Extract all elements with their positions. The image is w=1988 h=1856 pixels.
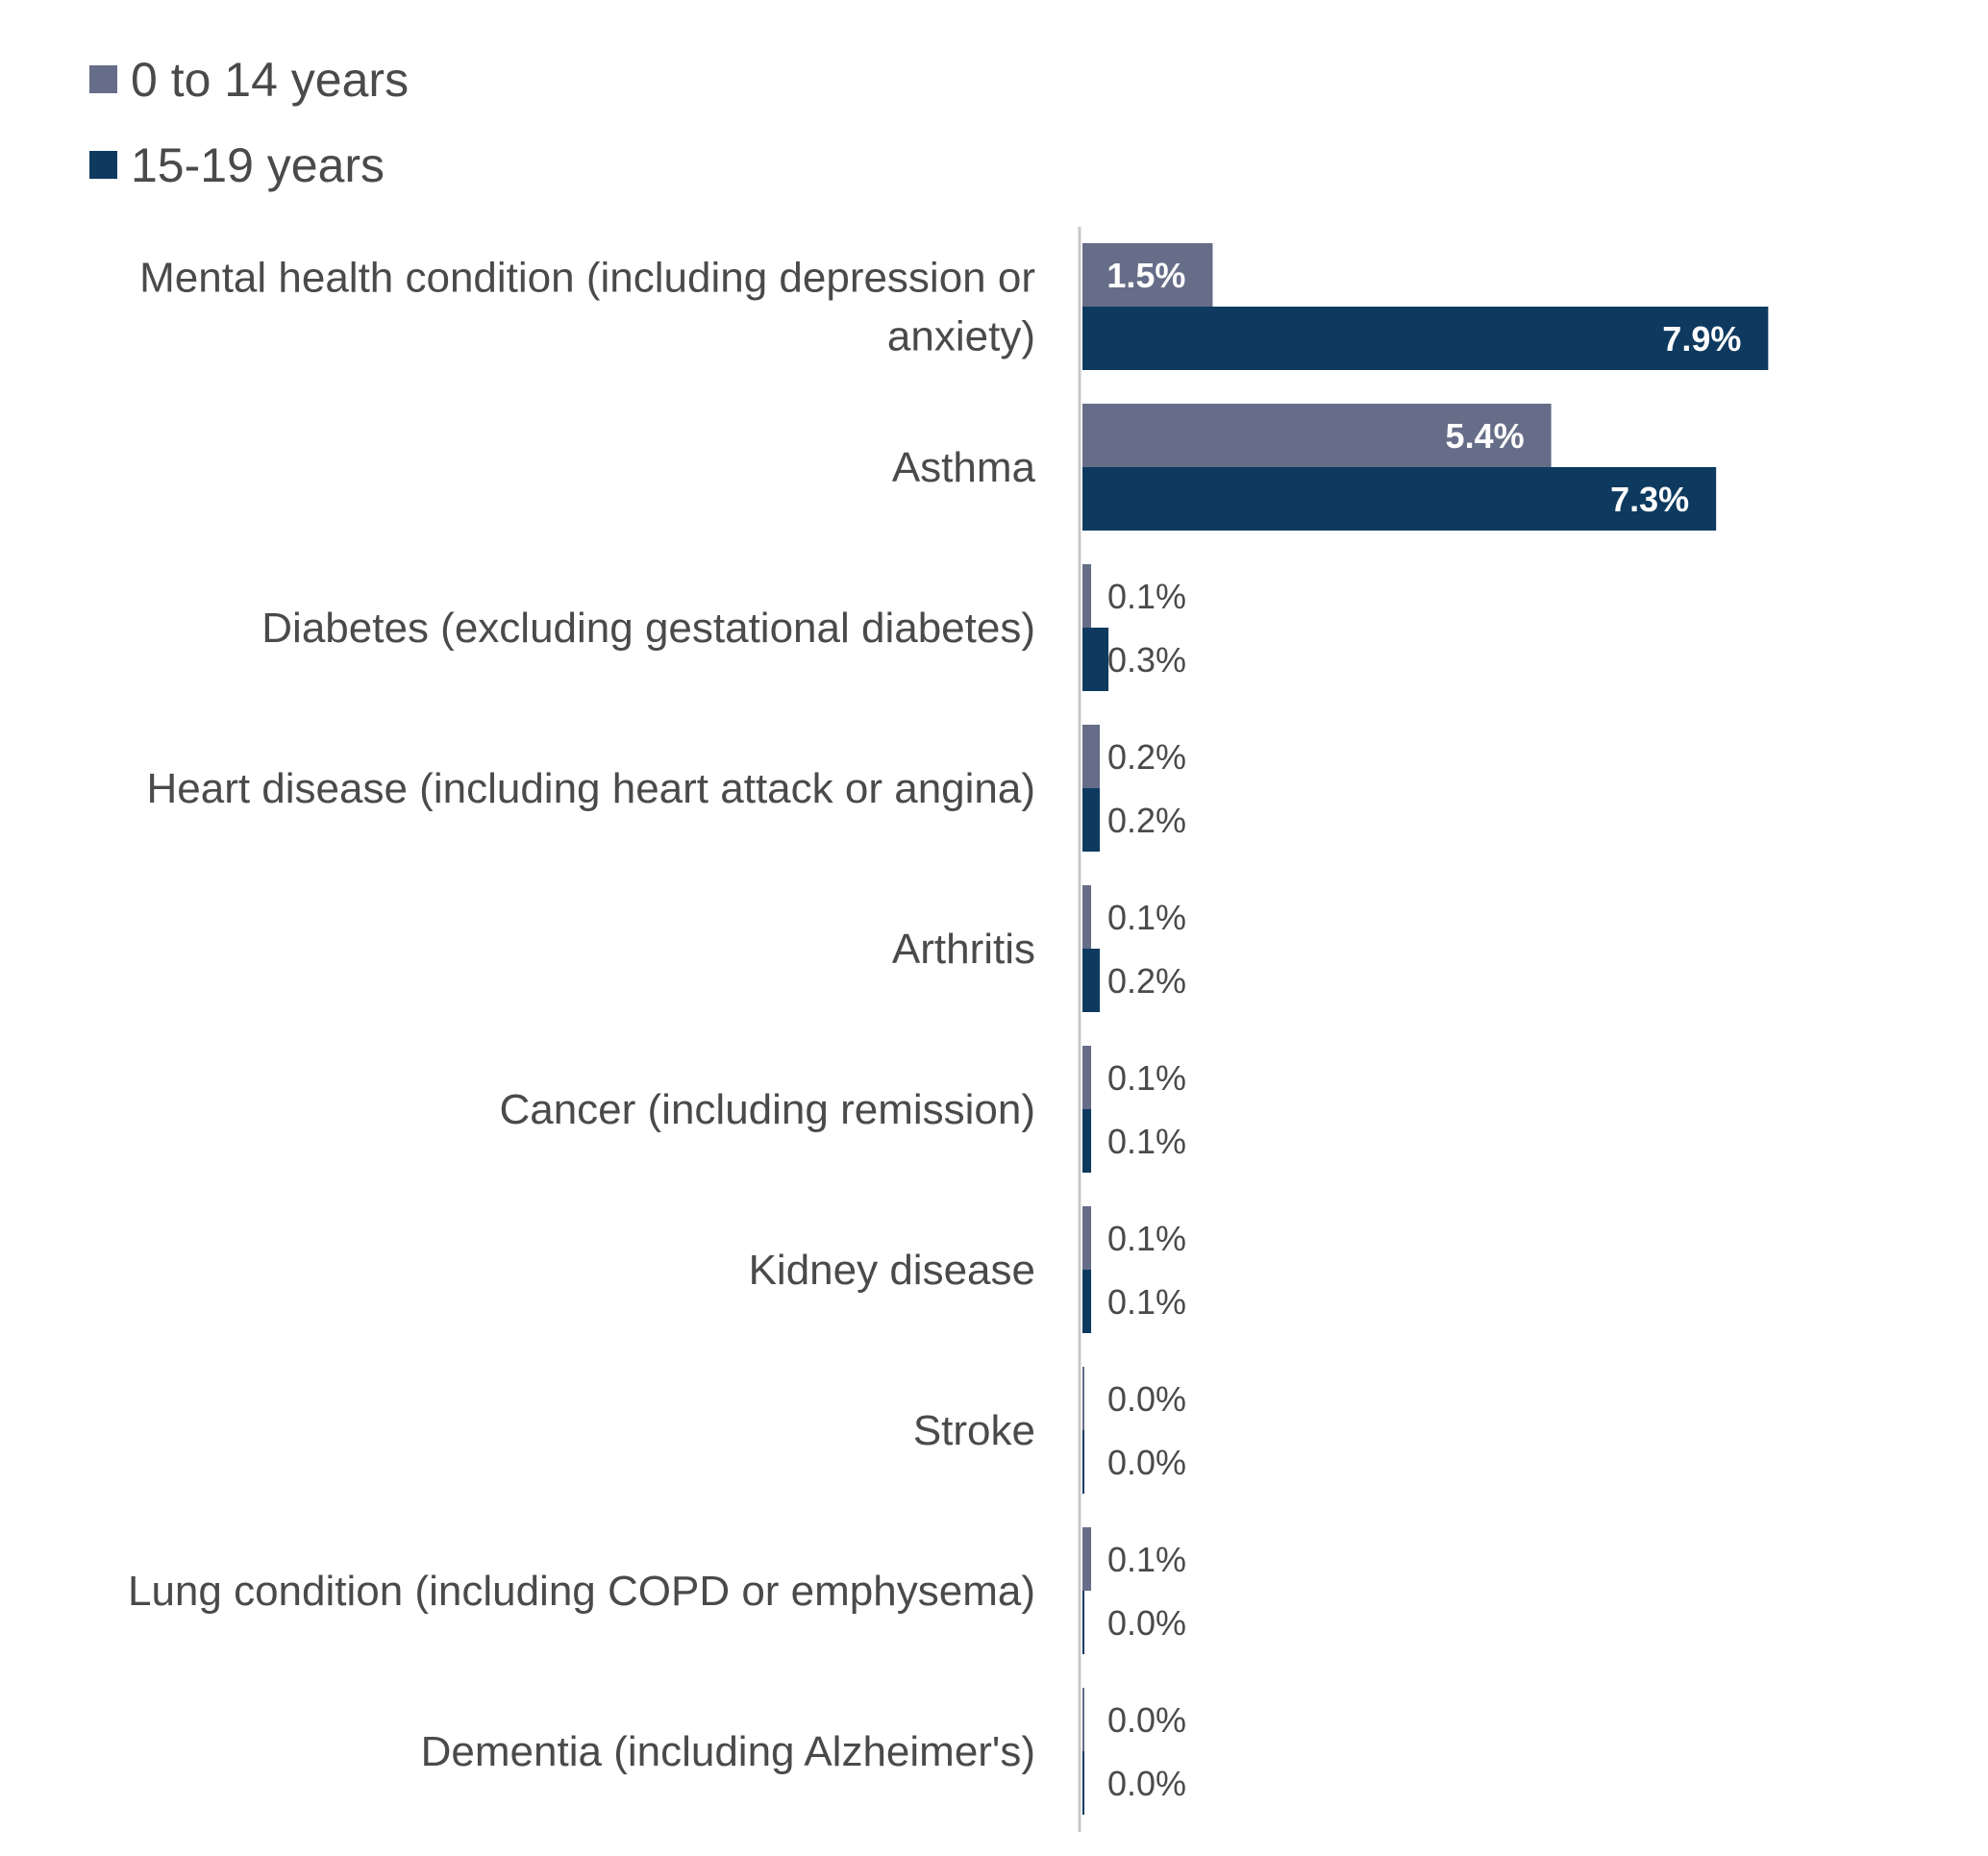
bar [1082, 1688, 1084, 1751]
data-label: 0.1% [1107, 1282, 1186, 1322]
data-label: 0.0% [1107, 1443, 1186, 1482]
data-label: 0.0% [1107, 1700, 1186, 1740]
bar [1082, 949, 1101, 1012]
data-label: 5.4% [1446, 416, 1525, 456]
bar [1082, 1109, 1092, 1173]
bar [1082, 1591, 1084, 1654]
category-label: Arthritis [892, 926, 1035, 973]
category-label: Cancer (including remission) [499, 1086, 1035, 1133]
bar [1082, 564, 1092, 628]
bars-area [1082, 243, 1769, 1815]
bar [1082, 1430, 1084, 1494]
value-labels: 1.5% 7.9% 5.4% 7.3% 0.1% 0.3% 0.2% 0.2% 0.1% 0.2%… [1106, 256, 1741, 1803]
bar [1082, 725, 1101, 788]
legend: 0 to 14 years 15-19 years [89, 53, 409, 192]
data-label: 0.1% [1107, 1122, 1186, 1161]
data-label: 0.0% [1107, 1379, 1186, 1419]
category-label: Heart disease (including heart attack or… [146, 765, 1035, 812]
bar [1082, 885, 1092, 949]
category-label: anxiety) [887, 313, 1035, 360]
data-label: 0.1% [1107, 1219, 1186, 1258]
category-label: Mental health condition (including depre… [139, 255, 1035, 302]
bar [1082, 1527, 1092, 1591]
category-label: Asthma [892, 444, 1036, 491]
category-labels: Mental health condition (including depre… [128, 255, 1036, 1776]
data-label: 7.9% [1662, 319, 1741, 359]
data-label: 0.1% [1107, 898, 1186, 937]
data-label: 0.0% [1107, 1603, 1186, 1643]
bar [1082, 628, 1109, 691]
bar [1082, 243, 1213, 307]
data-label: 0.1% [1107, 1540, 1186, 1579]
category-label: Stroke [913, 1407, 1035, 1454]
legend-label: 15-19 years [131, 138, 385, 192]
category-label: Kidney disease [749, 1247, 1035, 1294]
bar [1082, 404, 1552, 467]
data-label: 0.3% [1107, 640, 1186, 680]
bar [1082, 788, 1101, 852]
legend-swatch [89, 151, 117, 179]
data-label: 1.5% [1106, 256, 1185, 295]
category-label: Diabetes (excluding gestational diabetes… [261, 605, 1035, 652]
data-label: 0.2% [1107, 737, 1186, 777]
bar [1082, 1367, 1084, 1430]
bar [1082, 467, 1717, 531]
bar [1082, 1206, 1092, 1270]
bar [1082, 307, 1769, 370]
data-label: 0.1% [1107, 577, 1186, 616]
category-label: Lung condition (including COPD or emphys… [128, 1568, 1035, 1615]
legend-label: 0 to 14 years [131, 53, 409, 107]
data-label: 7.3% [1610, 480, 1689, 519]
data-label: 0.0% [1107, 1764, 1186, 1803]
data-label: 0.1% [1107, 1058, 1186, 1098]
data-label: 0.2% [1107, 961, 1186, 1001]
bar [1082, 1751, 1084, 1815]
legend-swatch [89, 65, 117, 93]
category-label: Dementia (including Alzheimer's) [421, 1728, 1035, 1775]
data-label: 0.2% [1107, 801, 1186, 840]
bar [1082, 1046, 1092, 1109]
bar [1082, 1270, 1092, 1333]
